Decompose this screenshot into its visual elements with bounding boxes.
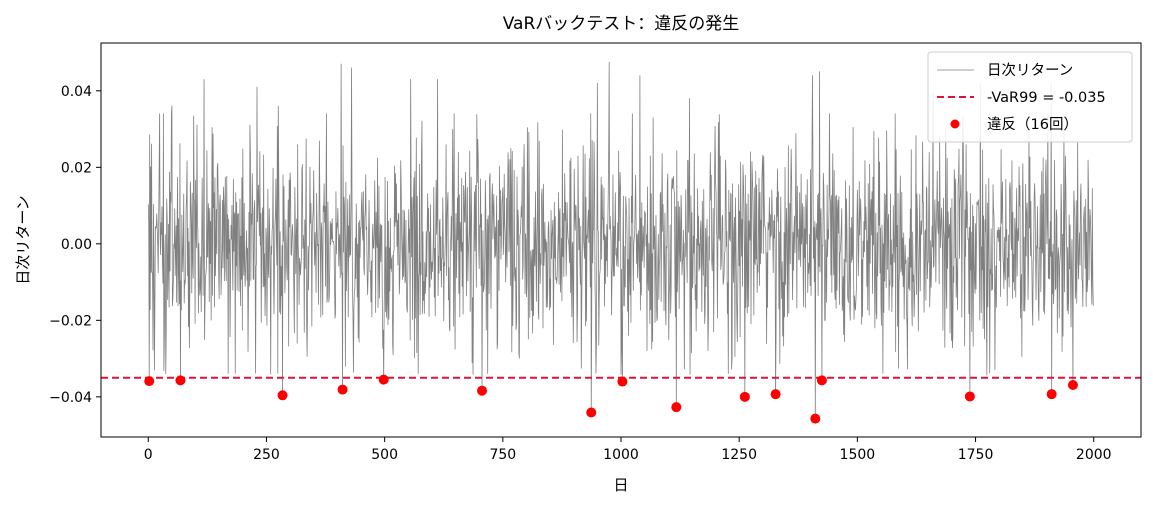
- x-tick-label: 2000: [1076, 447, 1112, 463]
- legend-dot-swatch: [950, 119, 960, 129]
- violation-point: [617, 376, 628, 387]
- violation-point: [477, 385, 488, 396]
- legend-label-var: -VaR99 = -0.035: [987, 90, 1106, 106]
- x-tick-label: 1250: [721, 447, 757, 463]
- x-tick-label: 500: [371, 447, 398, 463]
- violation-point: [739, 391, 750, 402]
- violation-point: [1067, 379, 1078, 390]
- y-tick-label: 0.00: [61, 237, 92, 253]
- violation-point: [810, 413, 821, 424]
- violation-point: [1046, 389, 1057, 400]
- legend: 日次リターン -VaR99 = -0.035 違反（16回）: [927, 51, 1133, 143]
- legend-label-returns: 日次リターン: [987, 62, 1073, 79]
- violation-point: [816, 375, 827, 386]
- violation-points: [144, 374, 1078, 424]
- returns-series: [147, 61, 1094, 420]
- violation-point: [337, 384, 348, 395]
- violation-point: [144, 376, 155, 387]
- y-axis-label: 日次リターン: [14, 195, 32, 284]
- violation-point: [770, 389, 781, 400]
- violation-point: [378, 374, 389, 385]
- y-axis: −0.04 −0.02 0.00 0.02 0.04: [49, 84, 101, 406]
- x-tick-label: 1000: [603, 447, 639, 463]
- y-tick-label: 0.04: [61, 84, 92, 100]
- legend-box: [927, 51, 1133, 143]
- x-tick-label: 250: [253, 447, 280, 463]
- legend-label-violations: 違反（16回）: [987, 116, 1078, 133]
- x-tick-label: 750: [489, 447, 516, 463]
- y-tick-label: −0.02: [49, 313, 92, 329]
- x-axis-label: 日: [613, 476, 628, 494]
- x-tick-label: 0: [144, 447, 153, 463]
- chart-title: VaRバックテスト：違反の発生: [503, 14, 740, 34]
- violation-point: [277, 390, 288, 401]
- violation-point: [586, 407, 597, 418]
- violation-point: [175, 375, 186, 386]
- violation-point: [964, 391, 975, 402]
- x-tick-label: 1750: [958, 447, 994, 463]
- x-axis: 0 250 500 750 1000 1250 1500 1750 2000: [144, 437, 1112, 463]
- x-tick-label: 1500: [840, 447, 876, 463]
- violation-point: [671, 402, 682, 413]
- y-tick-label: 0.02: [61, 160, 92, 176]
- y-tick-label: −0.04: [49, 390, 92, 406]
- returns-line: [147, 61, 1094, 420]
